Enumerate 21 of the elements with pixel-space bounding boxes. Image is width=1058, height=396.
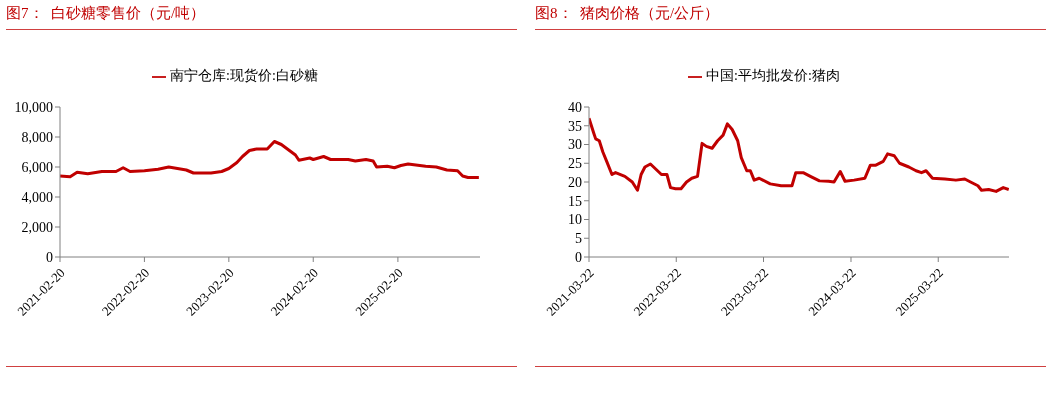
y-tick-label: 10 (568, 212, 582, 228)
y-tick-label: 6,000 (21, 159, 53, 175)
line-series (60, 140, 480, 179)
chart-title: 图7： 白砂糖零售价（元/吨） (6, 4, 206, 23)
y-tick-label: 15 (568, 193, 582, 209)
legend-label: 中国:平均批发价:猪肉 (706, 68, 840, 83)
y-tick-label: 20 (568, 174, 582, 190)
y-tick-label: 35 (568, 118, 582, 134)
y-tick-label: 4,000 (21, 189, 53, 205)
line-series (589, 116, 1009, 193)
y-tick-label: 10,000 (14, 99, 53, 115)
y-tick-label: 2,000 (21, 219, 53, 235)
y-tick-label: 40 (568, 99, 582, 115)
legend-label: 南宁仓库:现货价:白砂糖 (170, 68, 318, 83)
y-tick-label: 0 (575, 249, 582, 265)
y-tick-label: 30 (568, 137, 582, 153)
chart-title: 图8： 猪肉价格（元/公斤） (535, 4, 720, 23)
y-tick-label: 25 (568, 156, 582, 172)
y-tick-label: 0 (46, 249, 53, 265)
y-tick-label: 8,000 (21, 129, 53, 145)
y-tick-label: 5 (575, 231, 582, 247)
